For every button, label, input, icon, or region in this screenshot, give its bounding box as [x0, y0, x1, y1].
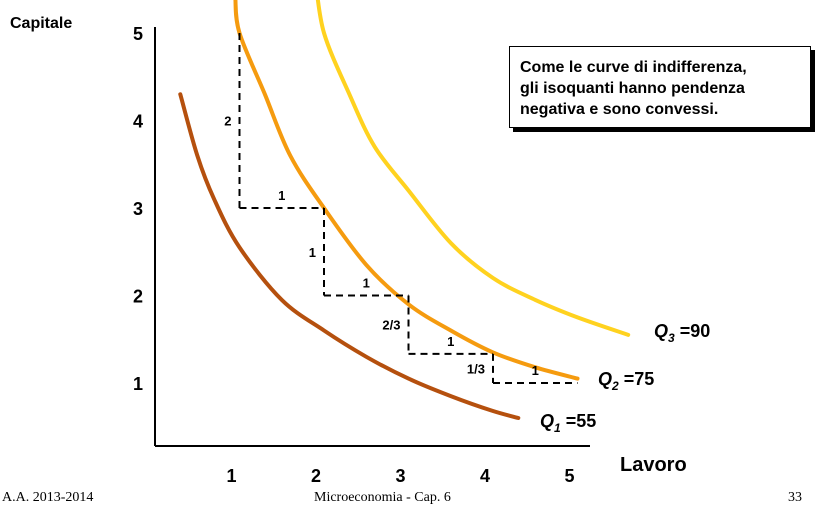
- y-tick-label: 3: [133, 199, 143, 219]
- step-label: 1: [447, 334, 454, 349]
- y-tick-label: 4: [133, 112, 143, 132]
- step-label: 1/3: [467, 361, 485, 376]
- y-tick-label: 5: [133, 24, 143, 44]
- footer-course: Microeconomia - Cap. 6: [314, 490, 451, 505]
- step-label: 1: [278, 188, 285, 203]
- x-tick-label: 5: [564, 466, 574, 486]
- x-tick-label: 1: [226, 466, 236, 486]
- footer-year: A.A. 2013-2014: [2, 490, 94, 505]
- step-label: 1: [363, 276, 370, 291]
- curve-label-q1: Q1 =55: [540, 411, 596, 435]
- y-tick-labels: 1 2 3 4 5: [133, 24, 143, 394]
- annotation-line-1: Come le curve di indifferenza,: [520, 59, 747, 76]
- y-tick-label: 1: [133, 374, 143, 394]
- y-tick-label: 2: [133, 287, 143, 307]
- isoquant-curve-q2: [233, 0, 580, 381]
- annotation-box: Come le curve di indifferenza, gli isoqu…: [509, 46, 811, 128]
- annotation-line-3: negativa e sono convessi.: [520, 101, 719, 118]
- step-label: 2/3: [382, 318, 400, 333]
- steps-group: 2 1 1 1 2/3 1 1/3 1: [224, 33, 578, 384]
- curve-label-q3: Q3 =90: [654, 321, 710, 345]
- step-label: 2: [224, 114, 231, 129]
- step-label: 1: [309, 245, 316, 260]
- isoquant-curve-q3: [315, 0, 631, 337]
- isoquant-curve-q1: [178, 92, 521, 420]
- x-tick-label: 4: [480, 466, 490, 486]
- curves-group: [178, 0, 631, 420]
- x-tick-labels: 1 2 3 4 5: [226, 466, 574, 486]
- x-tick-label: 2: [311, 466, 321, 486]
- curve-label-q2: Q2 =75: [598, 369, 654, 393]
- y-axis-label: Capitale: [10, 15, 72, 32]
- x-axis-label: Lavoro: [620, 454, 687, 476]
- footer-page-number: 33: [788, 490, 802, 505]
- step-label: 1: [532, 363, 539, 378]
- x-tick-label: 3: [395, 466, 405, 486]
- annotation-line-2: gli isoquanti hanno pendenza: [520, 80, 745, 97]
